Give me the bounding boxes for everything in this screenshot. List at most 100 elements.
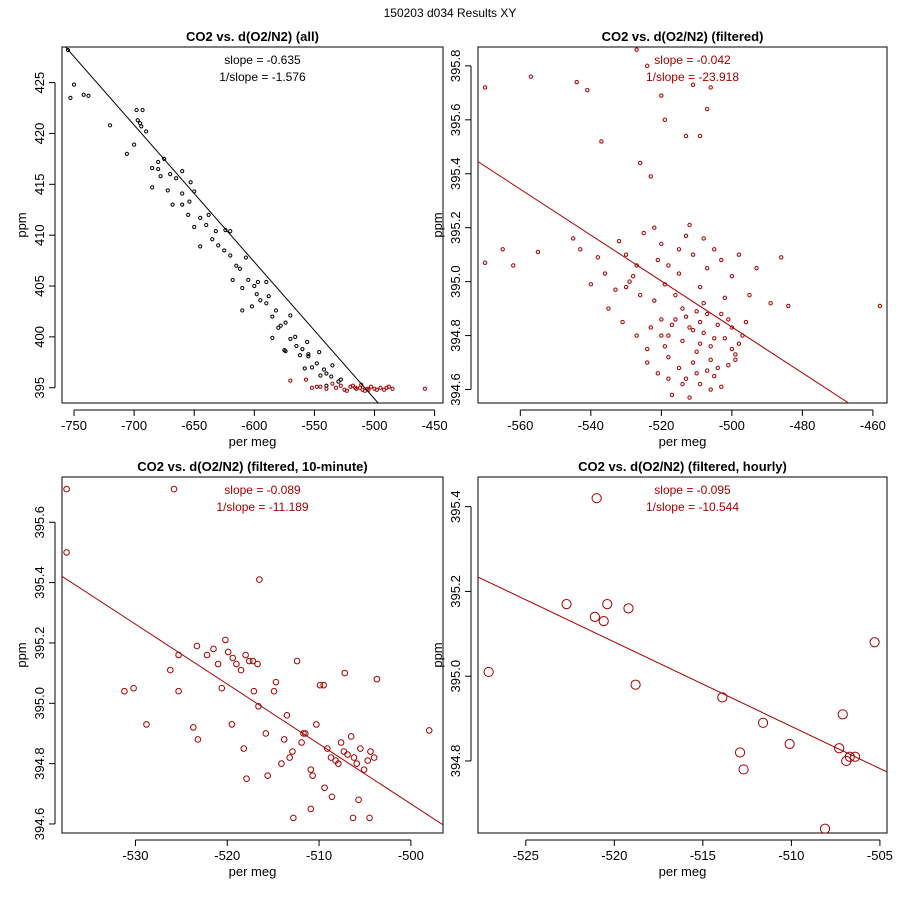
data-point	[150, 185, 155, 190]
data-point	[733, 352, 738, 357]
data-point	[252, 283, 257, 289]
data-point	[648, 174, 653, 179]
data-point	[341, 669, 349, 677]
data-point	[483, 666, 494, 678]
data-point	[249, 304, 254, 309]
data-point	[697, 319, 703, 325]
data-point	[237, 666, 245, 674]
data-point	[186, 212, 191, 217]
x-tick-label: -520	[601, 848, 627, 863]
data-point	[245, 657, 253, 665]
data-point	[204, 222, 209, 228]
y-tick-label: 425	[32, 72, 47, 94]
data-point	[198, 215, 203, 220]
data-point	[697, 381, 703, 387]
data-point	[338, 377, 343, 382]
data-point	[289, 748, 296, 755]
data-point	[165, 188, 170, 193]
data-point	[237, 266, 242, 271]
data-point	[132, 142, 137, 147]
y-tick-label: 395.0	[448, 660, 463, 693]
data-point	[717, 692, 728, 703]
data-point	[243, 775, 250, 782]
data-point	[729, 325, 735, 330]
data-point	[320, 681, 327, 689]
data-point	[680, 306, 685, 311]
data-point	[574, 79, 579, 85]
data-point	[290, 814, 297, 822]
data-point	[300, 346, 305, 352]
data-point	[738, 764, 749, 775]
data-point	[318, 373, 323, 378]
data-point	[130, 684, 137, 692]
data-point	[367, 748, 374, 755]
data-point	[180, 168, 185, 174]
data-point	[264, 301, 269, 306]
data-point	[719, 384, 724, 390]
y-axis-label: ppm	[14, 212, 29, 237]
data-point	[309, 385, 315, 390]
x-tick-label: -450	[422, 418, 448, 433]
data-point	[306, 354, 311, 359]
data-point	[634, 263, 639, 268]
data-point	[712, 247, 717, 252]
data-point	[637, 292, 643, 298]
inverse-slope-annotation: 1/slope = -23.918	[646, 70, 739, 84]
data-point	[589, 611, 600, 622]
data-point	[344, 751, 351, 758]
data-point	[210, 237, 215, 242]
y-tick-label: 405	[32, 275, 47, 297]
x-tick-label: -750	[61, 418, 87, 433]
y-tick-label: 395.4	[448, 490, 463, 523]
slope-annotation: slope = -0.635	[224, 53, 301, 67]
data-point	[317, 350, 322, 355]
data-point	[757, 717, 769, 728]
data-point	[701, 330, 706, 336]
y-tick-label: 395.2	[448, 211, 463, 244]
data-point	[482, 260, 488, 265]
data-point	[140, 107, 145, 113]
data-point	[729, 346, 735, 352]
data-point	[673, 292, 678, 298]
data-point	[228, 229, 233, 234]
data-point	[606, 306, 611, 311]
inverse-slope-annotation: 1/slope = -11.189	[216, 500, 309, 514]
data-point	[273, 308, 279, 313]
data-point	[382, 387, 387, 392]
data-point	[306, 352, 311, 357]
x-tick-label: -525	[513, 848, 539, 863]
data-point	[578, 247, 583, 252]
y-axis-label: ppm	[430, 642, 445, 667]
data-point	[602, 599, 613, 610]
data-point	[734, 747, 746, 758]
x-tick-label: -550	[301, 418, 327, 433]
data-point	[648, 325, 653, 330]
data-point	[324, 371, 329, 376]
y-tick-label: 400	[32, 326, 47, 348]
x-tick-label: -510	[778, 848, 804, 863]
data-point	[634, 47, 639, 52]
data-point	[266, 294, 271, 299]
data-point	[135, 118, 140, 123]
data-point	[673, 317, 678, 322]
x-tick-label: -600	[241, 418, 267, 433]
data-point	[240, 308, 245, 313]
x-axis-label: per meg	[229, 434, 277, 449]
data-point	[65, 47, 71, 53]
data-point	[662, 117, 668, 123]
data-point	[258, 298, 263, 303]
data-point	[174, 176, 179, 181]
data-point	[659, 333, 664, 338]
data-point	[240, 745, 248, 752]
y-axis-label: ppm	[430, 212, 445, 237]
data-point	[715, 365, 720, 371]
data-point	[616, 238, 622, 244]
data-point	[708, 357, 713, 363]
data-point	[344, 388, 349, 393]
data-point	[81, 92, 86, 97]
data-point	[659, 241, 664, 247]
data-point	[150, 165, 155, 171]
y-tick-label: 395.4	[32, 566, 47, 599]
data-point	[390, 386, 395, 391]
